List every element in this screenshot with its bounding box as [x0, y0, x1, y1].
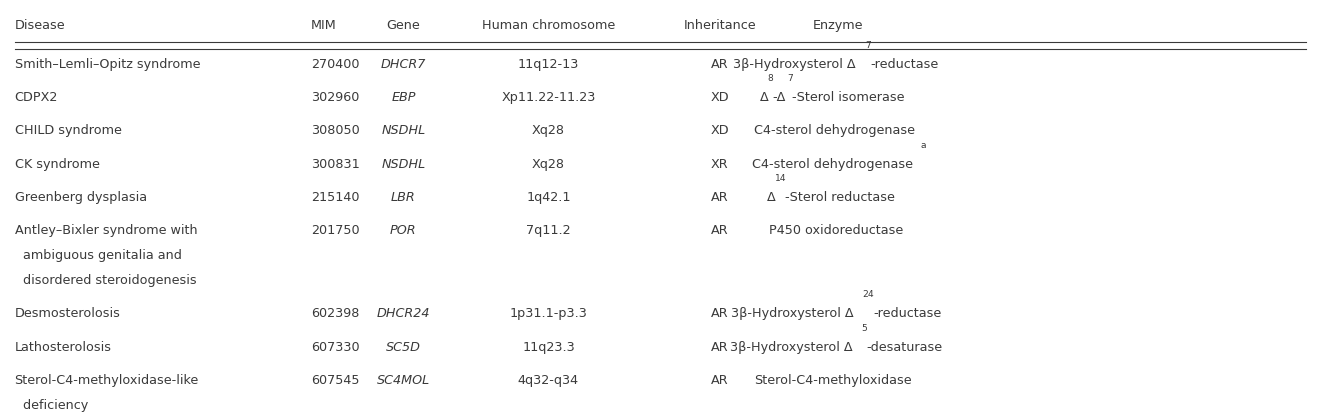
Text: deficiency: deficiency: [15, 398, 87, 411]
Text: AR: AR: [711, 306, 729, 320]
Text: 8: 8: [768, 74, 773, 83]
Text: MIM: MIM: [312, 19, 337, 32]
Text: 7: 7: [865, 40, 871, 50]
Text: a: a: [921, 140, 926, 149]
Text: Xq28: Xq28: [532, 124, 565, 137]
Text: Xq28: Xq28: [532, 157, 565, 170]
Text: Sterol-C4-methyloxidase-like: Sterol-C4-methyloxidase-like: [15, 373, 199, 386]
Text: -Δ: -Δ: [773, 91, 786, 104]
Text: -reductase: -reductase: [873, 306, 942, 320]
Text: ambiguous genitalia and: ambiguous genitalia and: [15, 249, 181, 261]
Text: SC5D: SC5D: [386, 340, 421, 353]
Text: AR: AR: [711, 190, 729, 203]
Text: 300831: 300831: [312, 157, 359, 170]
Text: AR: AR: [711, 340, 729, 353]
Text: 5: 5: [861, 323, 867, 332]
Text: SC4MOL: SC4MOL: [376, 373, 431, 386]
Text: XR: XR: [711, 157, 729, 170]
Text: XD: XD: [711, 124, 729, 137]
Text: 3β-Hydroxysterol Δ: 3β-Hydroxysterol Δ: [733, 57, 856, 70]
Text: Disease: Disease: [15, 19, 65, 32]
Text: LBR: LBR: [391, 190, 416, 203]
Text: 1p31.1-p3.3: 1p31.1-p3.3: [510, 306, 588, 320]
Text: 215140: 215140: [312, 190, 359, 203]
Text: Enzyme: Enzyme: [814, 19, 864, 32]
Text: 3β-Hydroxysterol Δ: 3β-Hydroxysterol Δ: [729, 340, 852, 353]
Text: 7: 7: [787, 74, 793, 83]
Text: 3β-Hydroxysterol Δ: 3β-Hydroxysterol Δ: [731, 306, 853, 320]
Text: 602398: 602398: [312, 306, 359, 320]
Text: EBP: EBP: [391, 91, 416, 104]
Text: Xp11.22-11.23: Xp11.22-11.23: [501, 91, 596, 104]
Text: 14: 14: [774, 173, 786, 183]
Text: -Sterol reductase: -Sterol reductase: [785, 190, 894, 203]
Text: Lathosterolosis: Lathosterolosis: [15, 340, 111, 353]
Text: Gene: Gene: [387, 19, 420, 32]
Text: 607545: 607545: [312, 373, 359, 386]
Text: Greenberg dysplasia: Greenberg dysplasia: [15, 190, 147, 203]
Text: 11q12-13: 11q12-13: [518, 57, 579, 70]
Text: DHCR24: DHCR24: [376, 306, 431, 320]
Text: -reductase: -reductase: [871, 57, 939, 70]
Text: -desaturase: -desaturase: [867, 340, 943, 353]
Text: disordered steroidogenesis: disordered steroidogenesis: [15, 273, 197, 286]
Text: -Sterol isomerase: -Sterol isomerase: [793, 91, 905, 104]
Text: 270400: 270400: [312, 57, 359, 70]
Text: DHCR7: DHCR7: [380, 57, 427, 70]
Text: 308050: 308050: [312, 124, 359, 137]
Text: NSDHL: NSDHL: [382, 124, 425, 137]
Text: 4q32-q34: 4q32-q34: [518, 373, 579, 386]
Text: Antley–Bixler syndrome with: Antley–Bixler syndrome with: [15, 223, 197, 237]
Text: POR: POR: [390, 223, 416, 237]
Text: Δ: Δ: [760, 91, 769, 104]
Text: Human chromosome: Human chromosome: [482, 19, 616, 32]
Text: 302960: 302960: [312, 91, 359, 104]
Text: C4-sterol dehydrogenase: C4-sterol dehydrogenase: [752, 157, 913, 170]
Text: 11q23.3: 11q23.3: [522, 340, 575, 353]
Text: Smith–Lemli–Opitz syndrome: Smith–Lemli–Opitz syndrome: [15, 57, 199, 70]
Text: C4-sterol dehydrogenase: C4-sterol dehydrogenase: [754, 124, 915, 137]
Text: 1q42.1: 1q42.1: [526, 190, 571, 203]
Text: XD: XD: [711, 91, 729, 104]
Text: 7q11.2: 7q11.2: [526, 223, 571, 237]
Text: Inheritance: Inheritance: [683, 19, 756, 32]
Text: CK syndrome: CK syndrome: [15, 157, 99, 170]
Text: Sterol-C4-methyloxidase: Sterol-C4-methyloxidase: [754, 373, 911, 386]
Text: AR: AR: [711, 373, 729, 386]
Text: CDPX2: CDPX2: [15, 91, 58, 104]
Text: Desmosterolosis: Desmosterolosis: [15, 306, 120, 320]
Text: Δ: Δ: [768, 190, 775, 203]
Text: 607330: 607330: [312, 340, 359, 353]
Text: 24: 24: [863, 290, 875, 299]
Text: NSDHL: NSDHL: [382, 157, 425, 170]
Text: AR: AR: [711, 57, 729, 70]
Text: 201750: 201750: [312, 223, 359, 237]
Text: P450 oxidoreductase: P450 oxidoreductase: [769, 223, 904, 237]
Text: CHILD syndrome: CHILD syndrome: [15, 124, 122, 137]
Text: AR: AR: [711, 223, 729, 237]
